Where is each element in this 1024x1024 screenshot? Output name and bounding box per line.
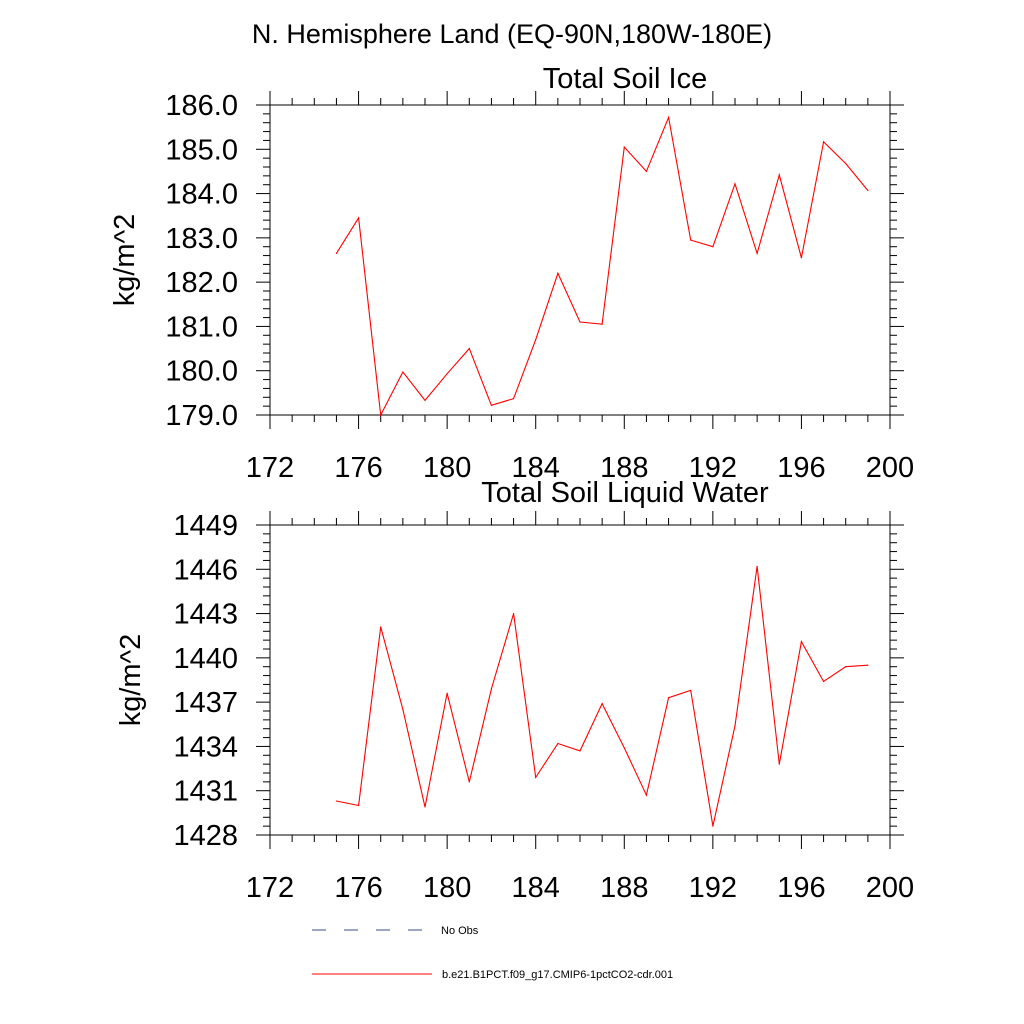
data-point: [645, 794, 648, 796]
y-tick-label: 185.0: [165, 134, 238, 166]
y-tick-label: 186.0: [165, 90, 238, 122]
data-point: [822, 680, 825, 683]
data-point: [845, 666, 847, 668]
x-tick-label: 188: [600, 872, 648, 904]
x-tick-label: 192: [689, 872, 737, 904]
data-point: [579, 750, 581, 752]
y-tick-label: 183.0: [165, 223, 238, 255]
data-point: [845, 162, 847, 165]
y-axis-label: kg/m^2: [109, 214, 141, 307]
x-tick-label: 200: [866, 872, 914, 904]
data-point: [335, 800, 338, 802]
data-point: [357, 804, 360, 807]
y-tick-label: 182.0: [165, 267, 238, 299]
data-point: [557, 742, 559, 745]
data-point: [535, 776, 537, 779]
y-tick-label: 179.0: [165, 400, 238, 432]
panel-title: Total Soil Liquid Water: [481, 477, 769, 509]
data-point: [712, 246, 714, 248]
data-point: [778, 174, 780, 176]
data-point: [446, 373, 448, 375]
data-point: [645, 170, 648, 173]
data-point: [357, 217, 360, 219]
data-point: [512, 612, 515, 615]
data-point: [623, 747, 625, 749]
y-tick-label: 184.0: [165, 179, 238, 211]
data-point: [734, 183, 736, 185]
legend-label-2: b.e21.B1PCT.f09_g17.CMIP6-1pctCO2-cdr.00…: [442, 969, 673, 981]
x-tick-label: 180: [423, 872, 471, 904]
data-point: [402, 708, 404, 711]
data-point: [667, 697, 670, 699]
y-tick-label: 1443: [173, 599, 238, 631]
data-point: [490, 404, 493, 406]
x-tick-label: 176: [334, 452, 382, 484]
chart-panel-1: Total Soil Ice 172 176 180 184 188 192 196 200 17…: [109, 63, 914, 484]
data-point: [468, 781, 470, 783]
x-tick-label: 200: [866, 452, 914, 484]
data-point: [822, 141, 825, 143]
x-tick-label: 184: [512, 872, 560, 904]
data-point: [424, 806, 426, 808]
data-point: [335, 252, 338, 254]
data-point: [380, 626, 382, 628]
data-point: [867, 189, 869, 192]
chart-panel-2: Total Soil Liquid Water 172 176 180 184 188 19…: [115, 477, 914, 904]
data-point: [512, 398, 515, 400]
data-point: [667, 116, 670, 118]
x-tick-label: 196: [777, 872, 825, 904]
series-line-1: [336, 566, 868, 827]
x-tick-label: 192: [689, 452, 737, 484]
x-tick-label: 180: [423, 452, 471, 484]
y-tick-label: 1446: [173, 554, 238, 586]
data-point: [867, 664, 869, 666]
data-point: [446, 692, 448, 694]
y-tick-label: 1440: [173, 643, 238, 675]
x-tick-label: 184: [512, 452, 560, 484]
y-axis-label: kg/m^2: [115, 634, 147, 727]
x-tick-label: 176: [334, 872, 382, 904]
data-point: [468, 347, 470, 350]
data-point: [734, 725, 736, 727]
data-point: [690, 689, 692, 691]
y-tick-label: 180.0: [165, 356, 238, 388]
data-point: [380, 414, 382, 416]
y-tick-label: 1434: [173, 731, 238, 763]
data-point: [601, 323, 603, 325]
data-point: [690, 239, 692, 241]
data-point: [424, 399, 426, 401]
legend-label-1: No Obs: [441, 925, 479, 937]
data-point: [601, 703, 603, 705]
y-tick-label: 181.0: [165, 311, 238, 343]
data-point: [778, 763, 780, 765]
plot-frame: [269, 524, 891, 836]
data-point: [557, 272, 559, 274]
data-point: [800, 641, 803, 643]
y-tick-label: 1449: [173, 510, 238, 542]
series-line-1: [335, 115, 869, 417]
data-point: [756, 252, 758, 254]
data-point: [756, 565, 758, 567]
legend: No Obs b.e21.B1PCT.f09_g17.CMIP6-1pctCO2-…: [312, 925, 673, 981]
x-tick-label: 188: [600, 452, 648, 484]
y-tick-label: 1431: [173, 776, 238, 808]
x-tick-label: 196: [777, 452, 825, 484]
chart-panels: Total Soil Ice 172 176 180 184 188 192 196 200 17…: [109, 63, 914, 904]
x-tick-label: 172: [246, 872, 294, 904]
x-tick-label: 172: [246, 452, 294, 484]
y-tick-label: 1428: [173, 820, 238, 852]
data-point: [579, 321, 581, 323]
main-title: N. Hemisphere Land (EQ-90N,180W-180E): [252, 19, 772, 49]
y-tick-label: 1437: [173, 687, 238, 719]
data-point: [623, 146, 625, 148]
data-point: [402, 371, 404, 373]
data-point: [800, 257, 803, 259]
panel-title: Total Soil Ice: [543, 63, 707, 95]
data-point: [535, 339, 537, 341]
data-point: [490, 688, 493, 690]
data-point: [712, 825, 714, 827]
